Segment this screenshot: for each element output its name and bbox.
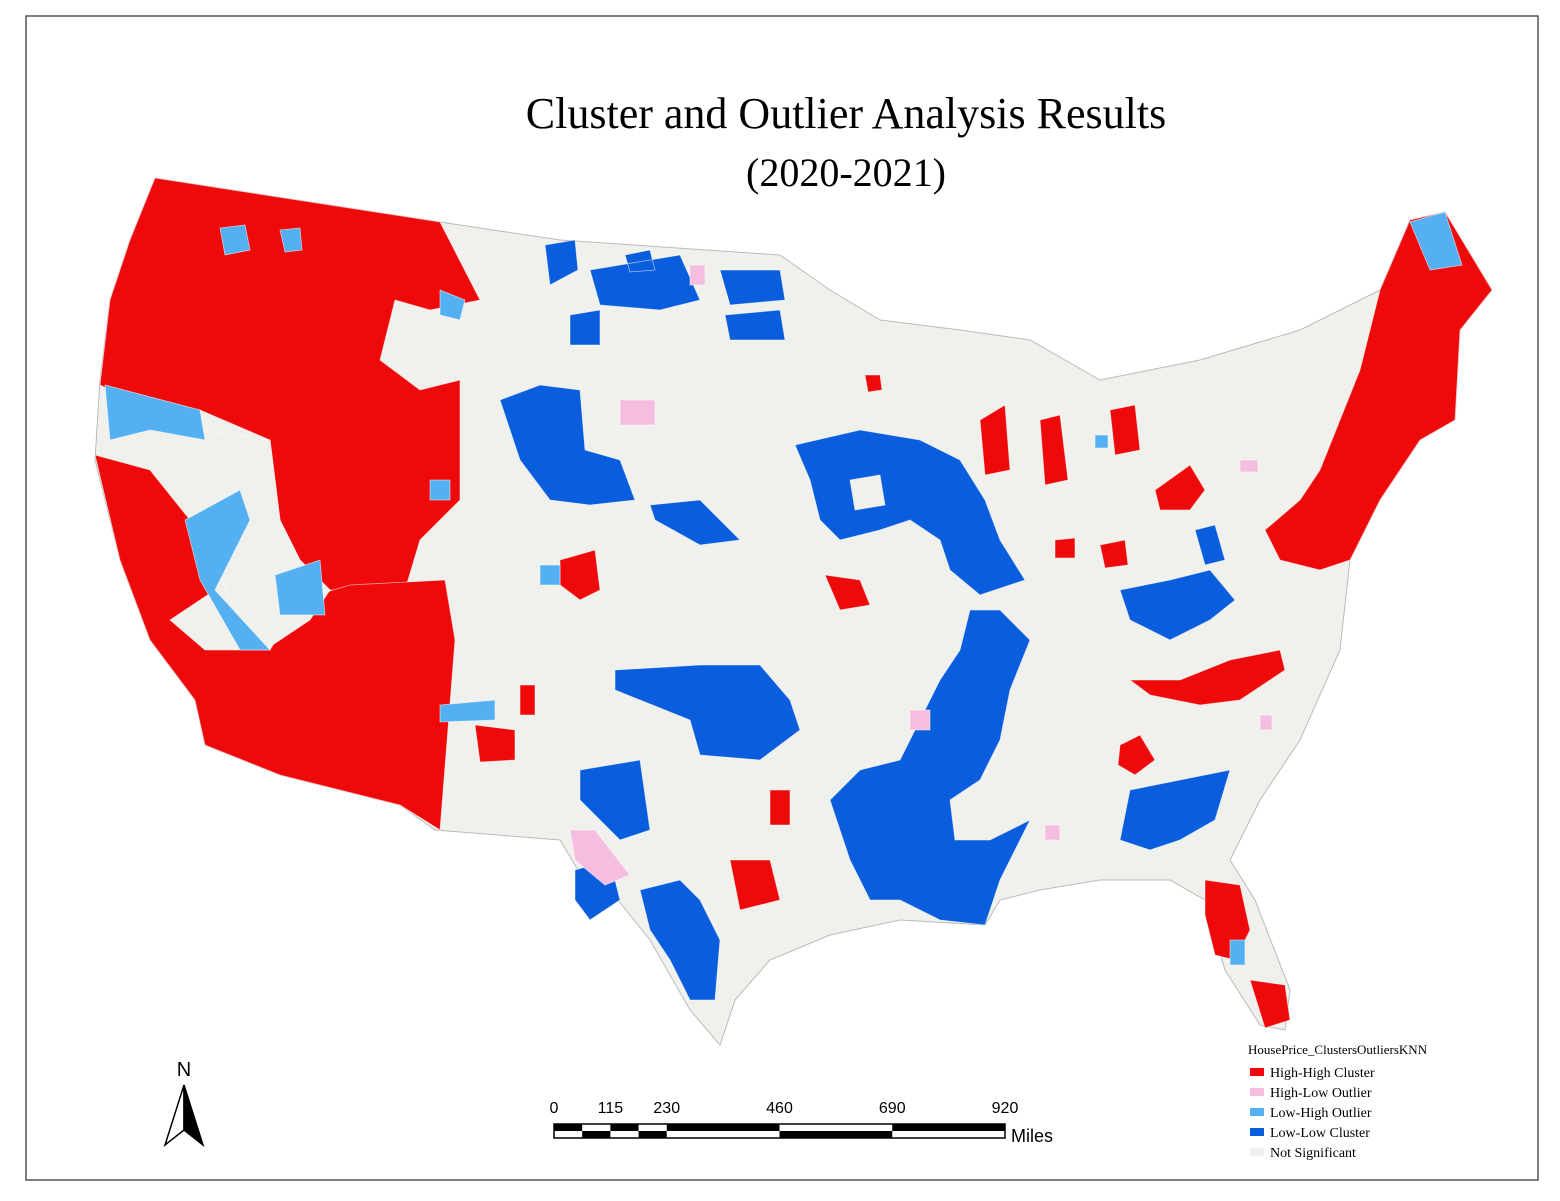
cluster-region [544, 239, 786, 346]
cluster-region [1117, 734, 1156, 776]
cluster-region [979, 404, 1141, 486]
cluster-region [104, 384, 206, 441]
legend-label: High-Low Outlier [1270, 1086, 1372, 1101]
cluster-region [849, 474, 886, 511]
north-arrow: N [163, 1059, 205, 1148]
map-title: Cluster and Outlier Analysis Results [526, 89, 1166, 138]
cluster-region [1128, 649, 1286, 706]
north-label: N [177, 1059, 191, 1081]
scale-bar: 0 115 230 460 690 920 Miles [550, 1100, 1053, 1146]
cluster-region [1264, 211, 1493, 571]
legend-label: High-High Cluster [1270, 1066, 1375, 1081]
scale-tick-label: 0 [550, 1100, 559, 1117]
scale-tick-label: 230 [653, 1100, 680, 1117]
cluster-region [794, 429, 1026, 596]
cluster-region [1409, 211, 1463, 271]
scale-tick-label: 115 [598, 1100, 624, 1117]
cluster-region [569, 264, 1273, 886]
map-subtitle: (2020-2021) [746, 150, 946, 195]
scale-tick-label: 690 [879, 1100, 906, 1117]
north-arrow-right [183, 1084, 205, 1148]
scale-segment [892, 1124, 1005, 1131]
legend-swatch [1250, 1108, 1264, 1116]
cluster-region [474, 374, 883, 911]
cluster-region [829, 609, 1031, 926]
scale-segment [666, 1124, 780, 1131]
cluster-region [639, 879, 721, 1001]
legend-label: Not Significant [1270, 1146, 1356, 1161]
cluster-region [184, 489, 271, 651]
cluster-region [649, 499, 741, 546]
cluster-region [614, 664, 801, 761]
cluster-region [274, 559, 326, 616]
us-map [94, 177, 1493, 1046]
legend-title: HousePrice_ClustersOutliersKNN [1248, 1042, 1428, 1057]
cluster-region [1119, 524, 1236, 641]
cluster-region [1054, 464, 1206, 569]
scale-tick-label: 920 [992, 1100, 1019, 1117]
legend: HousePrice_ClustersOutliersKNN High-High… [1248, 1042, 1428, 1161]
legend-swatch [1250, 1068, 1264, 1076]
cluster-region [429, 434, 1246, 966]
scale-segment [638, 1131, 667, 1138]
cluster-region [1119, 769, 1231, 851]
scale-tick-label: 460 [766, 1100, 793, 1117]
cluster-region [219, 224, 466, 321]
legend-swatch [1250, 1148, 1264, 1156]
scale-segment [779, 1131, 893, 1138]
scale-segment [554, 1124, 583, 1131]
scale-segment [582, 1131, 611, 1138]
legend-swatch [1250, 1128, 1264, 1136]
legend-label: Low-High Outlier [1270, 1106, 1372, 1121]
scale-segment [610, 1124, 639, 1131]
legend-label: Low-Low Cluster [1270, 1126, 1370, 1141]
scale-unit: Miles [1011, 1126, 1053, 1146]
legend-swatch [1250, 1088, 1264, 1096]
cluster-region [499, 384, 636, 506]
